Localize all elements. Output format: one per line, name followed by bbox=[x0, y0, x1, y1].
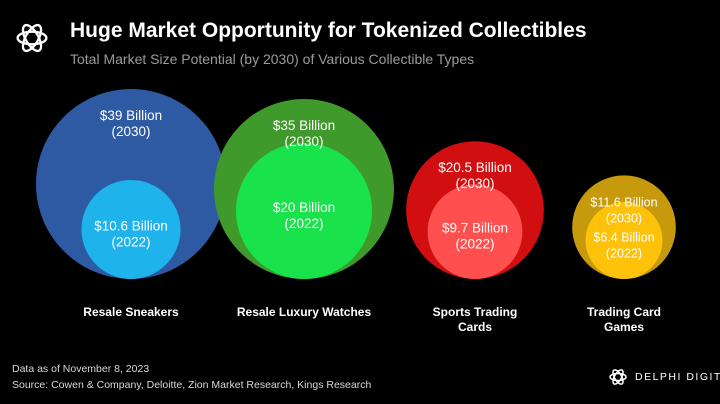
label-2030-value: $20.5 Billion bbox=[438, 160, 512, 175]
brand-name: DELPHI DIGITAL bbox=[635, 371, 720, 383]
label-2022-year: (2022) bbox=[455, 237, 494, 252]
category-label: Sports Trading bbox=[433, 305, 518, 319]
category-label: Cards bbox=[458, 320, 492, 334]
category-label: Resale Luxury Watches bbox=[237, 305, 372, 319]
label-2030-value: $35 Billion bbox=[273, 118, 335, 133]
label-2022-year: (2022) bbox=[606, 247, 642, 261]
label-2022-value: $9.7 Billion bbox=[442, 221, 508, 236]
header: Huge Market Opportunity for Tokenized Co… bbox=[12, 16, 712, 72]
bubble-2022 bbox=[235, 142, 373, 279]
category-label: Games bbox=[604, 320, 644, 334]
label-2030-value: $11.6 Billion bbox=[590, 195, 657, 209]
category-label: Resale Sneakers bbox=[83, 305, 179, 319]
label-2022-value: $10.6 Billion bbox=[94, 218, 168, 233]
label-2030-year: (2030) bbox=[606, 211, 642, 225]
delphi-logo-icon bbox=[16, 23, 48, 53]
label-2030-year: (2030) bbox=[455, 176, 494, 191]
category-label: Trading Card bbox=[587, 305, 661, 319]
label-2030-year: (2030) bbox=[111, 124, 150, 139]
source-note: Source: Cowen & Company, Deloitte, Zion … bbox=[12, 379, 372, 391]
delphi-brand-icon bbox=[609, 369, 627, 385]
label-2030-value: $39 Billion bbox=[100, 108, 162, 123]
data-date-note: Data as of November 8, 2023 bbox=[12, 363, 150, 375]
brand: DELPHI DIGITAL bbox=[608, 367, 720, 387]
bubble-2022 bbox=[585, 202, 663, 279]
label-2022-value: $6.4 Billion bbox=[593, 231, 654, 245]
label-2030-year: (2030) bbox=[284, 134, 323, 149]
label-2022-value: $20 Billion bbox=[273, 200, 335, 215]
page-subtitle: Total Market Size Potential (by 2030) of… bbox=[70, 51, 475, 67]
bubble-2022 bbox=[427, 184, 523, 279]
label-2022-year: (2022) bbox=[111, 234, 150, 249]
bubble-2022 bbox=[81, 179, 181, 279]
label-2022-year: (2022) bbox=[284, 216, 323, 231]
page-title: Huge Market Opportunity for Tokenized Co… bbox=[70, 19, 587, 42]
